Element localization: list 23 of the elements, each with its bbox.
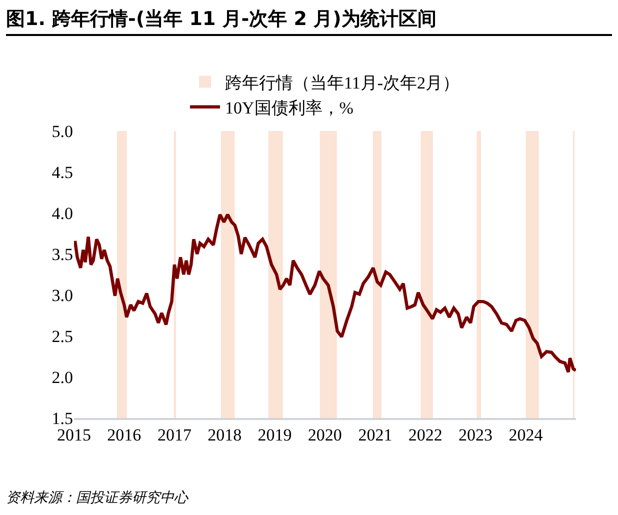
y-tick-label: 5.0 [52,122,73,141]
x-tick-label: 2017 [157,425,192,444]
y-tick-label: 2.0 [52,368,73,387]
y-tick-label: 1.5 [52,408,73,428]
x-tick-label: 2018 [208,425,242,444]
x-tick-label: 2024 [508,425,544,444]
legend-label: 跨年行情（当年11月-次年2月） [225,73,460,92]
legend-label: 10Y国债利率，% [225,98,354,118]
text: 资料来源：国投证券研究中心 [6,489,188,507]
line-series [74,213,576,374]
x-tick-label: 2021 [358,425,392,444]
x-tick-label: 2023 [458,425,493,444]
y-tick-label: 3.5 [52,244,73,264]
x-tick-label: 2020 [308,425,342,444]
y-tick-label: 2.5 [52,326,73,346]
x-tick-label: 2022 [408,425,442,444]
y-tick-label: 4.5 [52,162,73,182]
x-tick-label: 2016 [107,425,142,444]
x-tick-label: 2019 [258,425,292,444]
x-tick-label: 2015 [57,425,91,444]
y-tick-label: 3.0 [52,286,73,305]
chart-title: 图1. 跨年行情-(当年 11 月-次年 2 月)为统计区间 [6,4,612,36]
y-tick-label: 4.0 [52,204,73,223]
